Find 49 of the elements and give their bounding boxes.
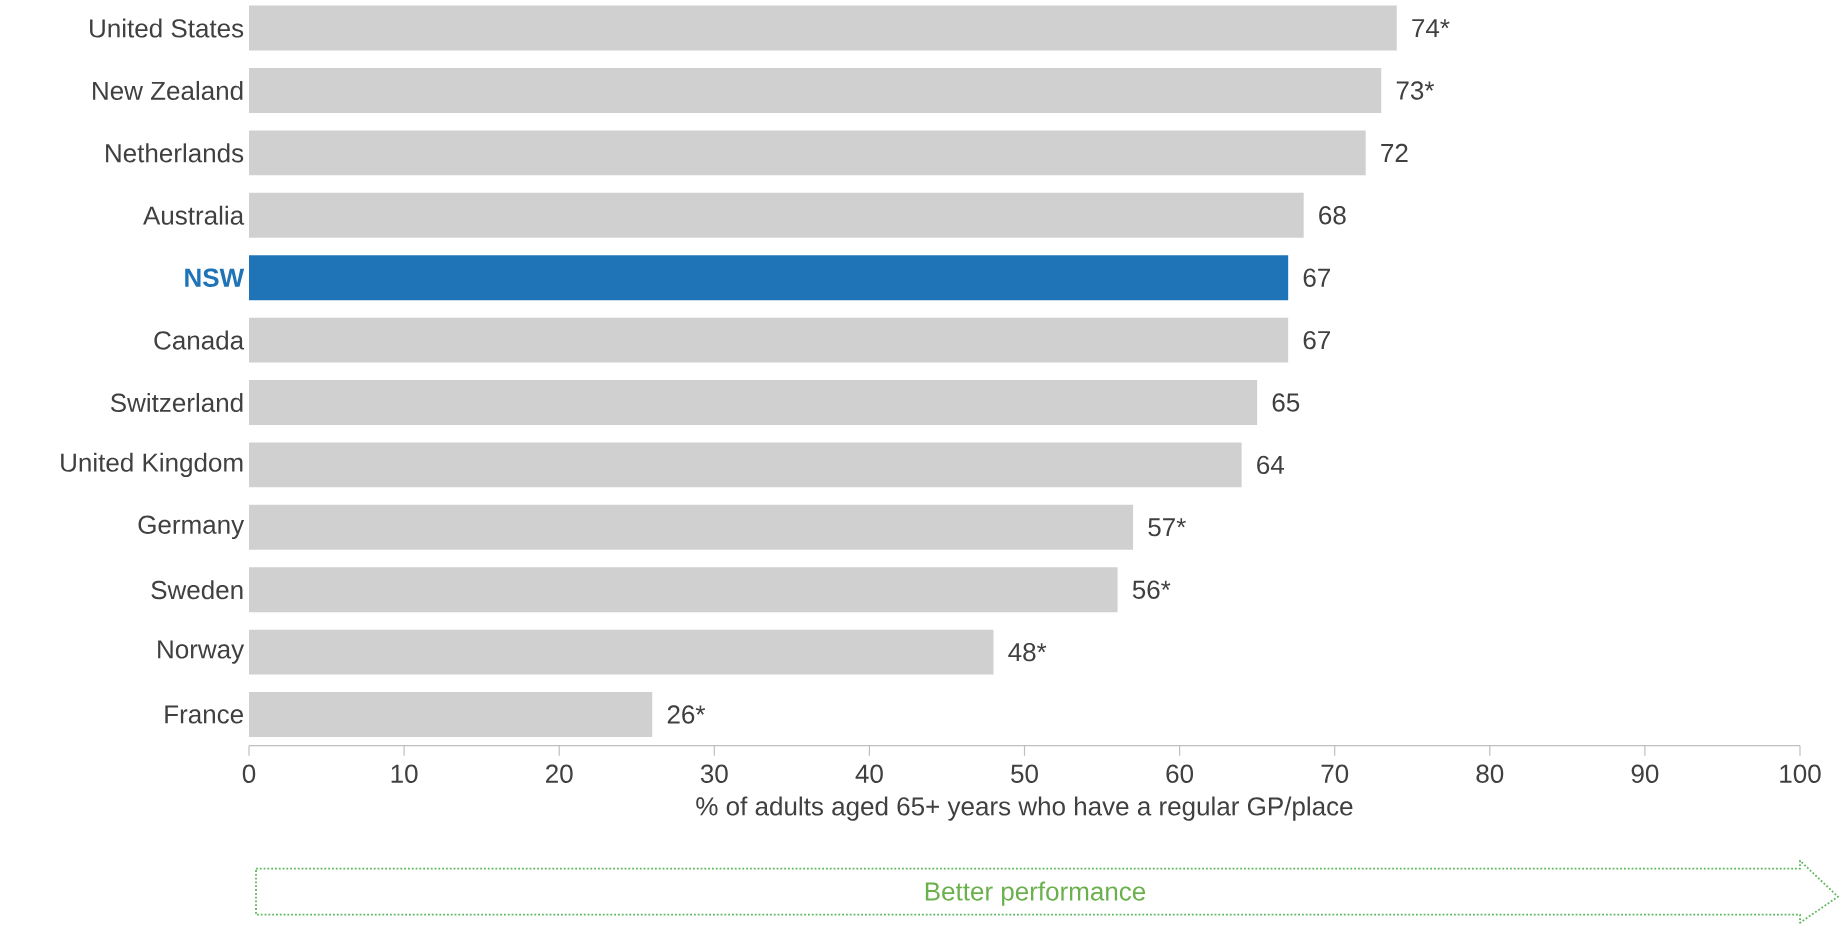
data-label: 48* [1008,643,1047,662]
y-tick-label: NSW [185,268,245,288]
bar [249,442,1242,488]
bar [249,317,1289,363]
data-label: 68 [1319,206,1346,225]
y-tick-label: Australia [143,205,245,225]
data-label: 65 [1272,393,1300,412]
data-label: 67 [1303,331,1330,350]
data-label: 73* [1396,81,1435,100]
data-label: 64 [1257,455,1285,475]
x-axis-title: % of adults aged 65+ years who have a regular GP/place [696,796,1353,821]
x-tick-label: 60 [1166,764,1194,784]
x-tick-label: 90 [1631,764,1659,784]
x-tick-label: 50 [1011,764,1038,784]
bar [249,68,1382,114]
bar [249,567,1118,613]
x-tick-label: 40 [855,764,883,784]
x-tick-label: 30 [700,764,728,784]
y-tick-label: Canada [154,330,245,350]
data-label: 26* [667,705,706,724]
x-tick-label: 70 [1321,764,1349,784]
data-label: 56* [1132,580,1171,600]
bar [249,504,1134,550]
x-tick-label: 100 [1780,764,1821,784]
y-tick-label: United States [90,18,244,38]
text: Better performance [925,881,1146,906]
bar [249,629,994,675]
data-label: 67 [1303,268,1330,288]
x-tick-label: 20 [546,764,573,784]
x-tick-label: 80 [1476,764,1504,784]
y-tick-label: France [165,705,243,724]
bar [249,380,1258,426]
y-tick-label: New Zealand [93,81,243,101]
y-tick-label: Switzerland [110,393,243,413]
y-tick-label: Sweden [151,580,243,600]
bar [249,255,1289,301]
y-tick-label: Germany [138,515,245,540]
bar [249,5,1397,51]
bar [249,192,1304,238]
data-label: 57* [1148,518,1186,537]
y-tick-label: Norway [158,640,245,664]
y-tick-label: United Kingdom [61,452,243,478]
data-label: 72 [1381,143,1408,163]
x-tick-label: 0 [242,764,256,784]
y-tick-label: Netherlands [106,143,244,163]
bar [249,130,1366,176]
bar [249,692,653,738]
x-tick-label: 10 [391,764,418,784]
data-label: 74* [1412,19,1450,38]
